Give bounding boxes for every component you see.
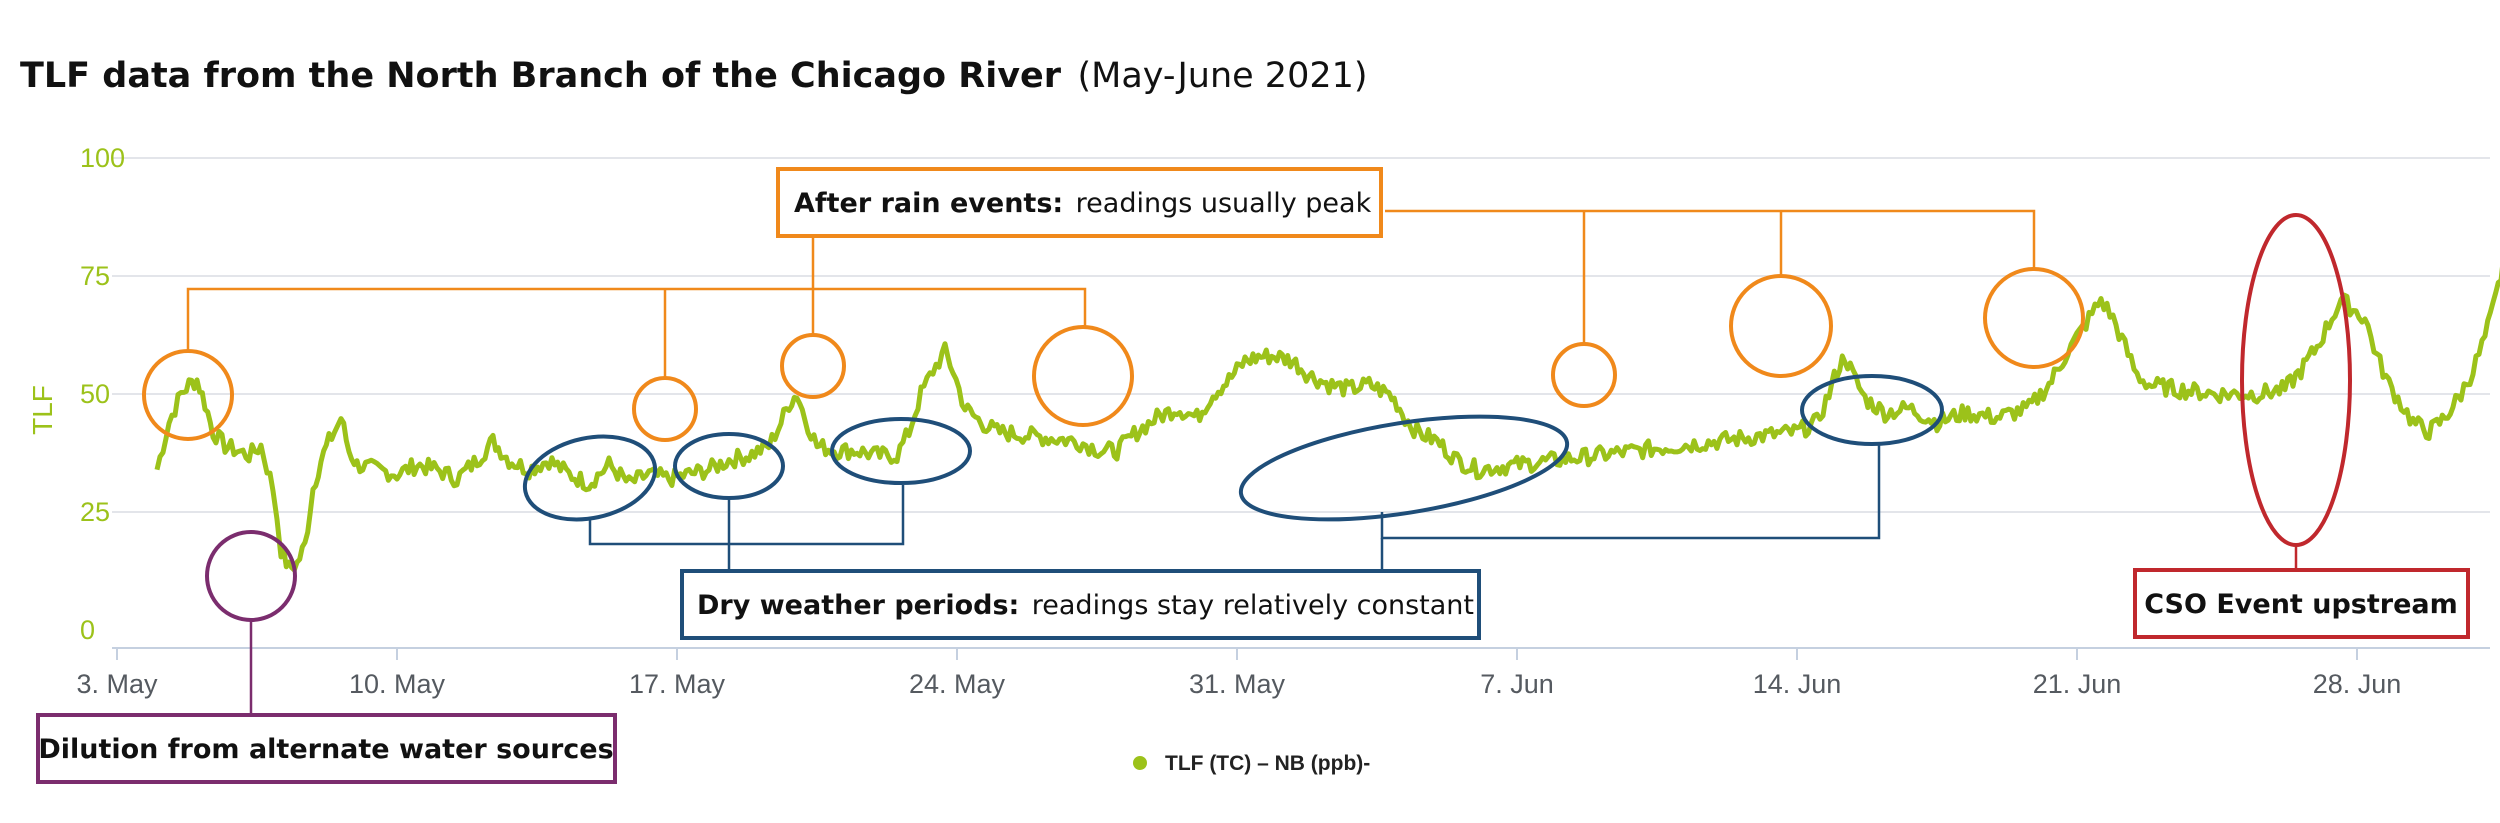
cso-label-text: CSO Event upstream xyxy=(2144,589,2458,620)
dry-ellipse-5 xyxy=(1800,374,1944,446)
legend-label: TLF (TC) – NB (ppb)- xyxy=(1165,752,1370,775)
y-tick-labels: 0 25 50 75 100 xyxy=(80,143,125,645)
dry-bracket-left xyxy=(588,485,905,546)
y-tick-label-0: 0 xyxy=(80,615,95,645)
dry-label-box xyxy=(680,569,1481,640)
cso-label-box xyxy=(2133,568,2470,639)
dilution-annotation-group xyxy=(36,530,617,784)
rain-label-box xyxy=(776,167,1383,238)
y-tick-label-25: 25 xyxy=(80,497,110,527)
x-tick-label-8: 28. Jun xyxy=(2313,669,2402,699)
dilution-circle xyxy=(205,530,297,622)
series-line-tlf xyxy=(154,266,2500,573)
dilution-label-text: Dilution from alternate water sources xyxy=(38,734,613,765)
rain-circle-7 xyxy=(1983,267,2085,369)
y-tick-label-100: 100 xyxy=(80,143,125,173)
x-tick-label-2: 17. May xyxy=(629,669,726,699)
rain-circle-6 xyxy=(1729,274,1833,378)
x-tick-labels: 3. May 10. May 17. May 24. May 31. May 7. Jun… xyxy=(76,669,2401,699)
x-tick-label-4: 31. May xyxy=(1189,669,1286,699)
rain-circle-4 xyxy=(1032,325,1134,427)
dry-label-rest: readings stay relatively constant xyxy=(1032,590,1474,621)
dry-ellipse-4 xyxy=(1238,414,1570,522)
dry-ellipse-1 xyxy=(522,434,658,522)
rain-label-bold: After rain events: xyxy=(794,188,1063,219)
dry-annotation-group xyxy=(522,374,1944,640)
cso-annotation-group xyxy=(2133,213,2470,639)
rain-circle-5 xyxy=(1551,342,1617,408)
rain-annotation-group xyxy=(142,167,2085,442)
x-tick-label-1: 10. May xyxy=(349,669,446,699)
x-tick-label-5: 7. Jun xyxy=(1480,669,1554,699)
dry-label-bold: Dry weather periods: xyxy=(697,590,1019,621)
chart-subtitle: (May-June 2021) xyxy=(1077,56,1367,96)
y-axis-label: TLF xyxy=(27,385,58,435)
dry-bracket-right xyxy=(1380,445,1881,540)
legend[interactable]: TLF (TC) – NB (ppb)- xyxy=(1133,752,1370,775)
x-tick-label-7: 21. Jun xyxy=(2033,669,2122,699)
y-tick-label-75: 75 xyxy=(80,261,110,291)
x-tick-label-6: 14. Jun xyxy=(1753,669,1842,699)
x-tick-marks xyxy=(116,648,2358,660)
dilution-label-box xyxy=(36,713,617,784)
rain-circle-3 xyxy=(780,333,846,399)
chart-title: TLF data from the North Branch of the Ch… xyxy=(20,56,1062,96)
dry-label-text: Dry weather periods: readings stay relat… xyxy=(697,590,1474,621)
rain-bracket-right xyxy=(1385,209,2036,269)
dry-ellipse-3 xyxy=(830,417,972,485)
rain-label-rest: readings usually peak xyxy=(1076,188,1372,219)
gridlines xyxy=(112,157,2490,513)
legend-marker xyxy=(1133,756,1147,770)
x-tick-label-3: 24. May xyxy=(909,669,1006,699)
chart-title-line: TLF data from the North Branch of the Ch… xyxy=(20,56,1368,96)
rain-circle-2 xyxy=(632,376,698,442)
rain-bracket-left xyxy=(186,287,1087,351)
rain-label-text: After rain events: readings usually peak xyxy=(794,188,1372,219)
y-tick-label-50: 50 xyxy=(80,379,110,409)
x-tick-label-0: 3. May xyxy=(76,669,158,699)
